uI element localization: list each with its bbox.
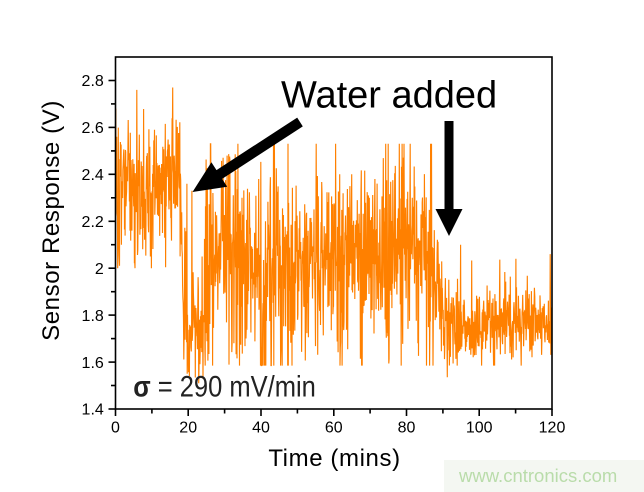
svg-text:σ = 290 mV/min: σ = 290 mV/min (133, 370, 316, 403)
svg-text:40: 40 (252, 420, 270, 437)
svg-text:20: 20 (179, 420, 197, 437)
svg-text:100: 100 (466, 420, 493, 437)
svg-text:0: 0 (111, 420, 120, 437)
svg-text:80: 80 (398, 420, 416, 437)
svg-text:www.cntronics.com: www.cntronics.com (458, 465, 617, 486)
svg-text:2.2: 2.2 (82, 214, 104, 231)
svg-text:1.6: 1.6 (82, 355, 104, 372)
svg-text:2.6: 2.6 (82, 120, 104, 137)
svg-text:2: 2 (95, 261, 104, 278)
svg-text:120: 120 (539, 420, 566, 437)
svg-text:60: 60 (325, 420, 343, 437)
svg-text:1.4: 1.4 (82, 402, 104, 419)
svg-text:2.8: 2.8 (82, 73, 104, 90)
svg-text:1.8: 1.8 (82, 308, 104, 325)
svg-text:Sensor Response (V): Sensor Response (V) (38, 100, 65, 341)
svg-text:Water added: Water added (281, 75, 497, 117)
svg-text:2.4: 2.4 (82, 167, 104, 184)
svg-text:Time (mins): Time (mins) (268, 445, 400, 472)
